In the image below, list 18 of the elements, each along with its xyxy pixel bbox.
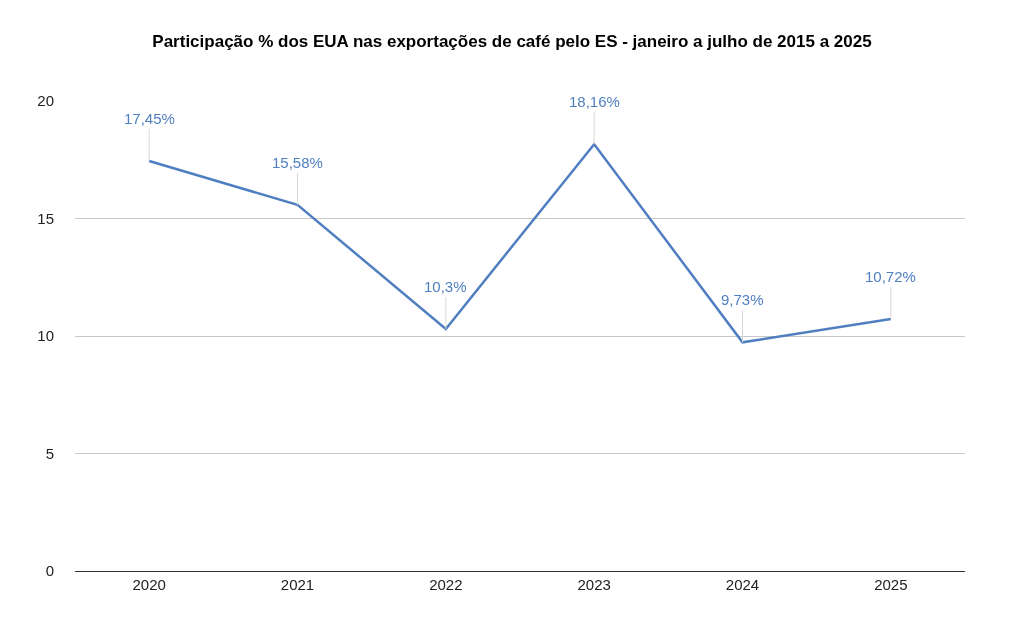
data-label: 17,45% [124, 110, 175, 127]
y-tick-label: 15 [37, 209, 54, 227]
y-tick-label: 0 [45, 562, 54, 580]
x-tick-label: 2024 [725, 576, 760, 593]
data-label: 9,73% [721, 291, 764, 308]
y-tick-label: 10 [37, 327, 54, 345]
x-tick-label: 2023 [577, 576, 611, 593]
y-tick-label: 20 [37, 92, 54, 110]
data-label: 10,3% [424, 278, 467, 295]
data-label: 10,72% [865, 268, 916, 285]
x-tick-label: 2025 [874, 576, 908, 593]
data-label: 15,58% [272, 154, 323, 171]
x-tick-label: 2020 [132, 576, 166, 593]
data-label: 18,16% [569, 93, 620, 110]
x-tick-label: 2021 [280, 576, 315, 593]
chart-title: Participação % dos EUA nas exportações de café pelo ES - janeiro a julho de 2015 a 2025 [152, 32, 872, 52]
x-tick-label: 2022 [429, 576, 463, 593]
y-tick-label: 5 [45, 444, 54, 462]
